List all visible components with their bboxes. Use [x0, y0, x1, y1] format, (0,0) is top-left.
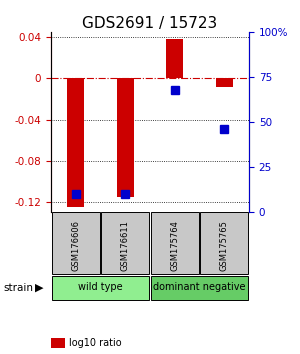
Text: wild type: wild type — [78, 282, 123, 292]
Bar — [200, 212, 248, 274]
Text: GSM175765: GSM175765 — [220, 220, 229, 271]
Bar — [151, 276, 248, 299]
Bar — [72, 190, 80, 199]
Title: GDS2691 / 15723: GDS2691 / 15723 — [82, 16, 218, 31]
Text: log10 ratio: log10 ratio — [69, 338, 122, 348]
Bar — [121, 190, 129, 199]
Text: GSM175764: GSM175764 — [170, 220, 179, 271]
Text: strain: strain — [3, 282, 33, 293]
Bar — [166, 39, 183, 78]
Bar — [52, 276, 149, 299]
Bar — [117, 78, 134, 197]
Text: ▶: ▶ — [34, 282, 43, 293]
Text: GSM176611: GSM176611 — [121, 220, 130, 271]
Text: GSM176606: GSM176606 — [71, 220, 80, 271]
Bar — [220, 125, 228, 133]
Bar — [216, 78, 233, 86]
Bar — [67, 78, 84, 207]
Bar — [171, 86, 179, 94]
Bar — [101, 212, 149, 274]
Bar — [151, 212, 199, 274]
Bar — [52, 212, 100, 274]
Text: dominant negative: dominant negative — [153, 282, 246, 292]
